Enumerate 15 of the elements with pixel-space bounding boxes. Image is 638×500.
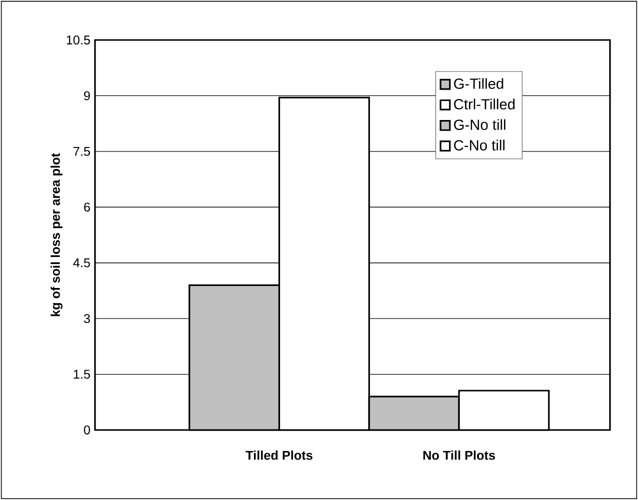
- x-tick-label: Tilled Plots: [246, 450, 312, 460]
- y-tick-label: 0: [84, 426, 90, 434]
- legend-label: G-Tilled: [454, 78, 504, 89]
- y-tick-label: 4.5: [73, 258, 90, 268]
- x-tick-label: No Till Plots: [423, 450, 495, 460]
- y-tick-label: 6: [84, 202, 90, 212]
- y-tick-label: 1.5: [74, 370, 90, 379]
- y-tick-label: 7.5: [74, 147, 90, 156]
- y-tick-label: 10.5: [66, 36, 90, 44]
- y-axis-title: kg of soil loss per area plot: [50, 153, 62, 316]
- legend-label: C-No till: [454, 140, 504, 150]
- legend-label: Ctrl-Tilled: [454, 98, 515, 110]
- y-tick-label: 9: [84, 91, 90, 100]
- y-tick-label: 3: [84, 314, 90, 324]
- legend-label: G-No till: [454, 119, 506, 130]
